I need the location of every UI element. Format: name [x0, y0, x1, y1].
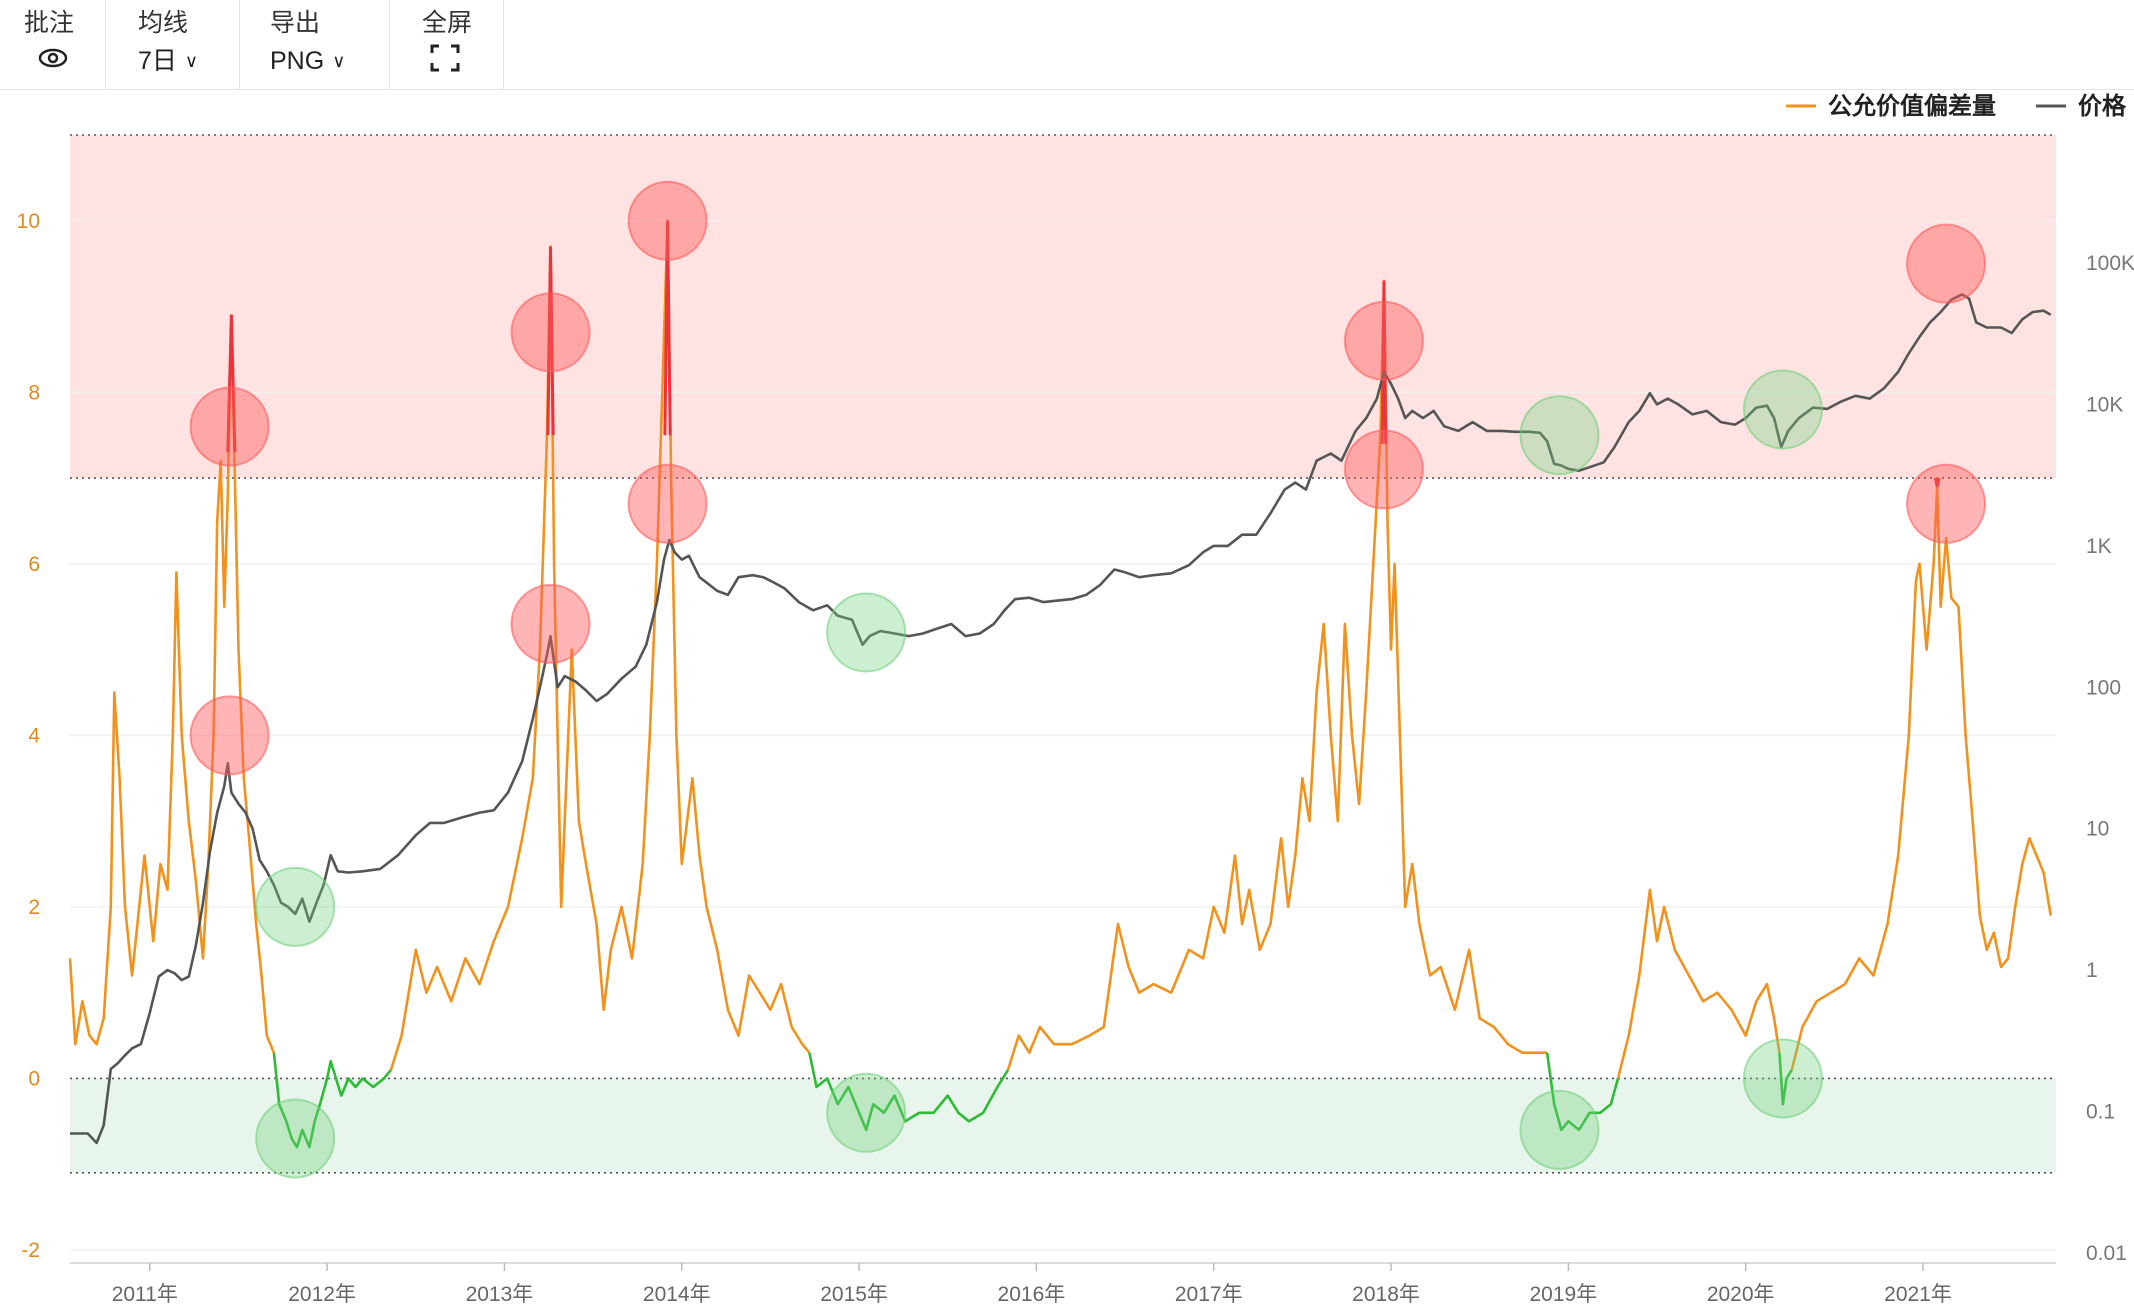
undervalued-marker [255, 866, 336, 947]
legend-item-price[interactable]: 价格 [2036, 93, 2127, 120]
legend-item-deviation[interactable]: 公允价值偏差量 [1786, 92, 1996, 120]
left-tick-label: 0 [28, 1067, 40, 1090]
x-tick-label: 2017年 [1175, 1283, 1243, 1306]
overvalued-peak-line [226, 315, 237, 453]
overvalued-marker [627, 463, 708, 544]
deviation-line-6 [1616, 888, 1781, 1079]
signal-markers [189, 180, 1987, 1179]
gridlines [70, 220, 2056, 1264]
left-tick-label: 10 [17, 210, 40, 233]
deviation-line-3 [808, 1052, 1010, 1132]
x-tick-label: 2016年 [998, 1283, 1066, 1306]
right-tick-label: 100 [2086, 676, 2121, 699]
right-tick-label: 10 [2086, 818, 2109, 841]
right-tick-label: 0.1 [2086, 1101, 2115, 1124]
ma-title: 均线 [138, 9, 189, 37]
left-tick-label: -2 [21, 1239, 40, 1262]
deviation-line-5 [1545, 1052, 1620, 1132]
overvalued-marker [1343, 300, 1424, 381]
export-value: PNG [270, 47, 325, 75]
left-tick-label: 6 [28, 553, 40, 576]
x-tick-label: 2020年 [1707, 1283, 1775, 1306]
overvalued-marker [1343, 429, 1424, 510]
chart-legend: 公允价值偏差量 价格 [1786, 92, 2127, 120]
undervalued-marker [1519, 1089, 1600, 1170]
left-axis: -2 0 2 4 6 8 10 [17, 210, 41, 1262]
right-axis: 0.01 0.1 1 10 100 1K 10K 100K [2086, 252, 2134, 1265]
overvalued-marker [627, 180, 708, 261]
undervalued-marker [255, 1098, 336, 1179]
left-tick-label: 8 [28, 381, 40, 404]
x-axis: 2011年 2012年 2013年 2014年 2015年 2016年 2017年 2018年… [112, 1263, 1952, 1306]
overvalued-marker [1906, 463, 1987, 544]
undervalued-marker [1742, 1038, 1823, 1119]
chevron-down-icon: ∨ [184, 51, 199, 71]
zone-borders [70, 134, 2056, 1174]
x-tick-label: 2019年 [1530, 1283, 1598, 1306]
deviation-line-4 [1006, 279, 1548, 1071]
deviation-line-2 [389, 219, 811, 1071]
undervalued-marker [1742, 369, 1823, 450]
export-title: 导出 [270, 9, 321, 37]
deviation-line-7 [1778, 1052, 1793, 1106]
legend-label-deviation: 公允价值偏差量 [1828, 92, 1996, 120]
overvalued-peak-line [1380, 280, 1388, 444]
zone-overvalued [70, 135, 2056, 479]
overvalued-marker [510, 292, 591, 373]
right-tick-label: 1K [2086, 535, 2112, 558]
series-lines [68, 219, 2052, 1149]
ma-value: 7日 [138, 47, 177, 75]
x-tick-label: 2012年 [288, 1283, 356, 1306]
right-tick-label: 0.01 [2086, 1242, 2127, 1265]
x-tick-label: 2015年 [820, 1283, 888, 1306]
chart-toolbar: 批注 均线 7日 ∨ 导出 PNG ∨ 全屏 [0, 0, 2134, 90]
overvalued-marker [510, 583, 591, 664]
zone-undervalued [70, 1078, 2056, 1173]
overvalued-peak-line [546, 246, 555, 436]
value-zones [70, 135, 2056, 1173]
right-tick-label: 10K [2086, 393, 2123, 416]
moving-average-select[interactable]: 均线 7日 ∨ [106, 0, 240, 90]
chevron-down-icon: ∨ [332, 51, 346, 71]
x-tick-label: 2013年 [466, 1283, 534, 1306]
fullscreen-button[interactable]: 全屏 [390, 0, 504, 90]
legend-label-price: 价格 [2078, 93, 2127, 120]
left-tick-label: 4 [28, 724, 40, 747]
overvalued-peak-line [1933, 477, 1941, 488]
fullscreen-title: 全屏 [422, 9, 473, 37]
left-tick-label: 2 [28, 896, 40, 919]
annotate-title: 批注 [24, 9, 75, 37]
annotate-toggle[interactable]: 批注 [0, 0, 106, 90]
deviation-line-0 [68, 313, 276, 1054]
overvalued-peak-line [663, 220, 672, 436]
x-tick-label: 2011年 [112, 1283, 178, 1306]
overvalued-marker [1906, 223, 1987, 304]
undervalued-marker [826, 1072, 907, 1153]
x-tick-label: 2021年 [1884, 1283, 1952, 1306]
overvalued-marker [189, 695, 270, 776]
eye-icon [24, 44, 81, 78]
right-tick-label: 100K [2086, 252, 2134, 275]
x-tick-label: 2014年 [643, 1283, 711, 1306]
right-tick-label: 1 [2086, 959, 2098, 982]
fullscreen-icon [422, 44, 479, 81]
x-tick-label: 2018年 [1352, 1283, 1420, 1306]
export-select[interactable]: 导出 PNG ∨ [240, 0, 390, 90]
deviation-line-1 [272, 1052, 393, 1149]
overvalued-marker [189, 386, 270, 467]
price-line [70, 293, 2052, 1145]
deviation-line-8 [1790, 485, 2052, 1071]
undervalued-marker [1519, 395, 1600, 476]
undervalued-marker [826, 592, 907, 673]
